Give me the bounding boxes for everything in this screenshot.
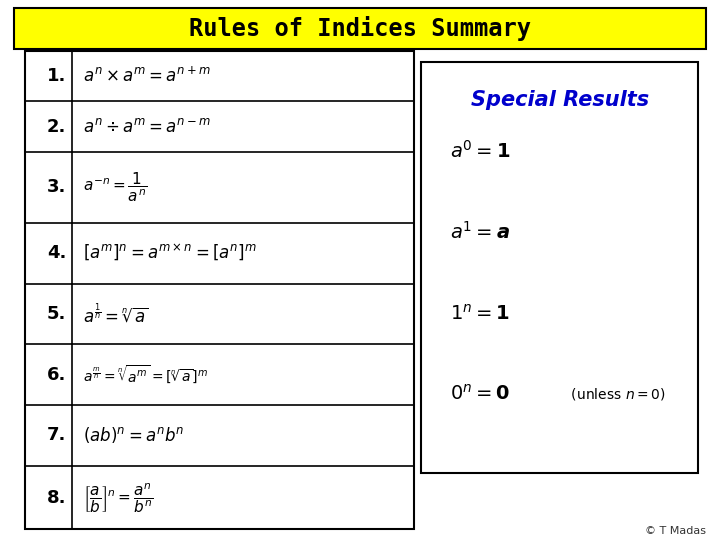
Text: $0^n = \mathbf{0}$: $0^n = \mathbf{0}$ xyxy=(450,384,510,404)
Text: Special Results: Special Results xyxy=(471,90,649,110)
FancyBboxPatch shape xyxy=(25,51,414,529)
Text: $\left[a^m\right]^n = a^{m \times n} = \left[a^n\right]^m$: $\left[a^m\right]^n = a^{m \times n} = \… xyxy=(83,243,256,264)
Text: 4.: 4. xyxy=(47,244,66,262)
FancyBboxPatch shape xyxy=(421,62,698,472)
Text: © T Madas: © T Madas xyxy=(644,525,706,536)
Text: $a^0 = \mathbf{1}$: $a^0 = \mathbf{1}$ xyxy=(450,140,510,162)
Text: 5.: 5. xyxy=(47,305,66,323)
Text: 2.: 2. xyxy=(47,118,66,136)
Text: 7.: 7. xyxy=(47,427,66,444)
Text: $a^{\frac{m}{n}} = \sqrt[n]{a^m} = \left[\sqrt[n]{a}\right]^m$: $a^{\frac{m}{n}} = \sqrt[n]{a^m} = \left… xyxy=(83,363,208,386)
Text: $a^{-n} = \dfrac{1}{a^n}$: $a^{-n} = \dfrac{1}{a^n}$ xyxy=(83,171,147,204)
Text: $a^n \times a^m = a^{n+m}$: $a^n \times a^m = a^{n+m}$ xyxy=(83,67,210,86)
Text: $(ab)^n = a^n b^n$: $(ab)^n = a^n b^n$ xyxy=(83,426,184,446)
Text: $\left[\dfrac{a}{b}\right]^n = \dfrac{a^n}{b^n}$: $\left[\dfrac{a}{b}\right]^n = \dfrac{a^… xyxy=(83,481,153,515)
Text: $a^1 = \boldsymbol{a}$: $a^1 = \boldsymbol{a}$ xyxy=(450,221,510,243)
Text: 1.: 1. xyxy=(47,68,66,85)
Text: (unless $n = 0$): (unless $n = 0$) xyxy=(562,386,665,402)
Text: 6.: 6. xyxy=(47,366,66,384)
Text: $a^n \div a^m = a^{n-m}$: $a^n \div a^m = a^{n-m}$ xyxy=(83,118,210,136)
FancyBboxPatch shape xyxy=(14,8,706,49)
Text: 8.: 8. xyxy=(47,489,66,507)
Text: $1^n = \mathbf{1}$: $1^n = \mathbf{1}$ xyxy=(450,303,510,323)
Text: Rules of Indices Summary: Rules of Indices Summary xyxy=(189,16,531,40)
Text: $a^{\frac{1}{n}} = \sqrt[n]{a}$: $a^{\frac{1}{n}} = \sqrt[n]{a}$ xyxy=(83,302,148,326)
Text: 3.: 3. xyxy=(47,178,66,196)
